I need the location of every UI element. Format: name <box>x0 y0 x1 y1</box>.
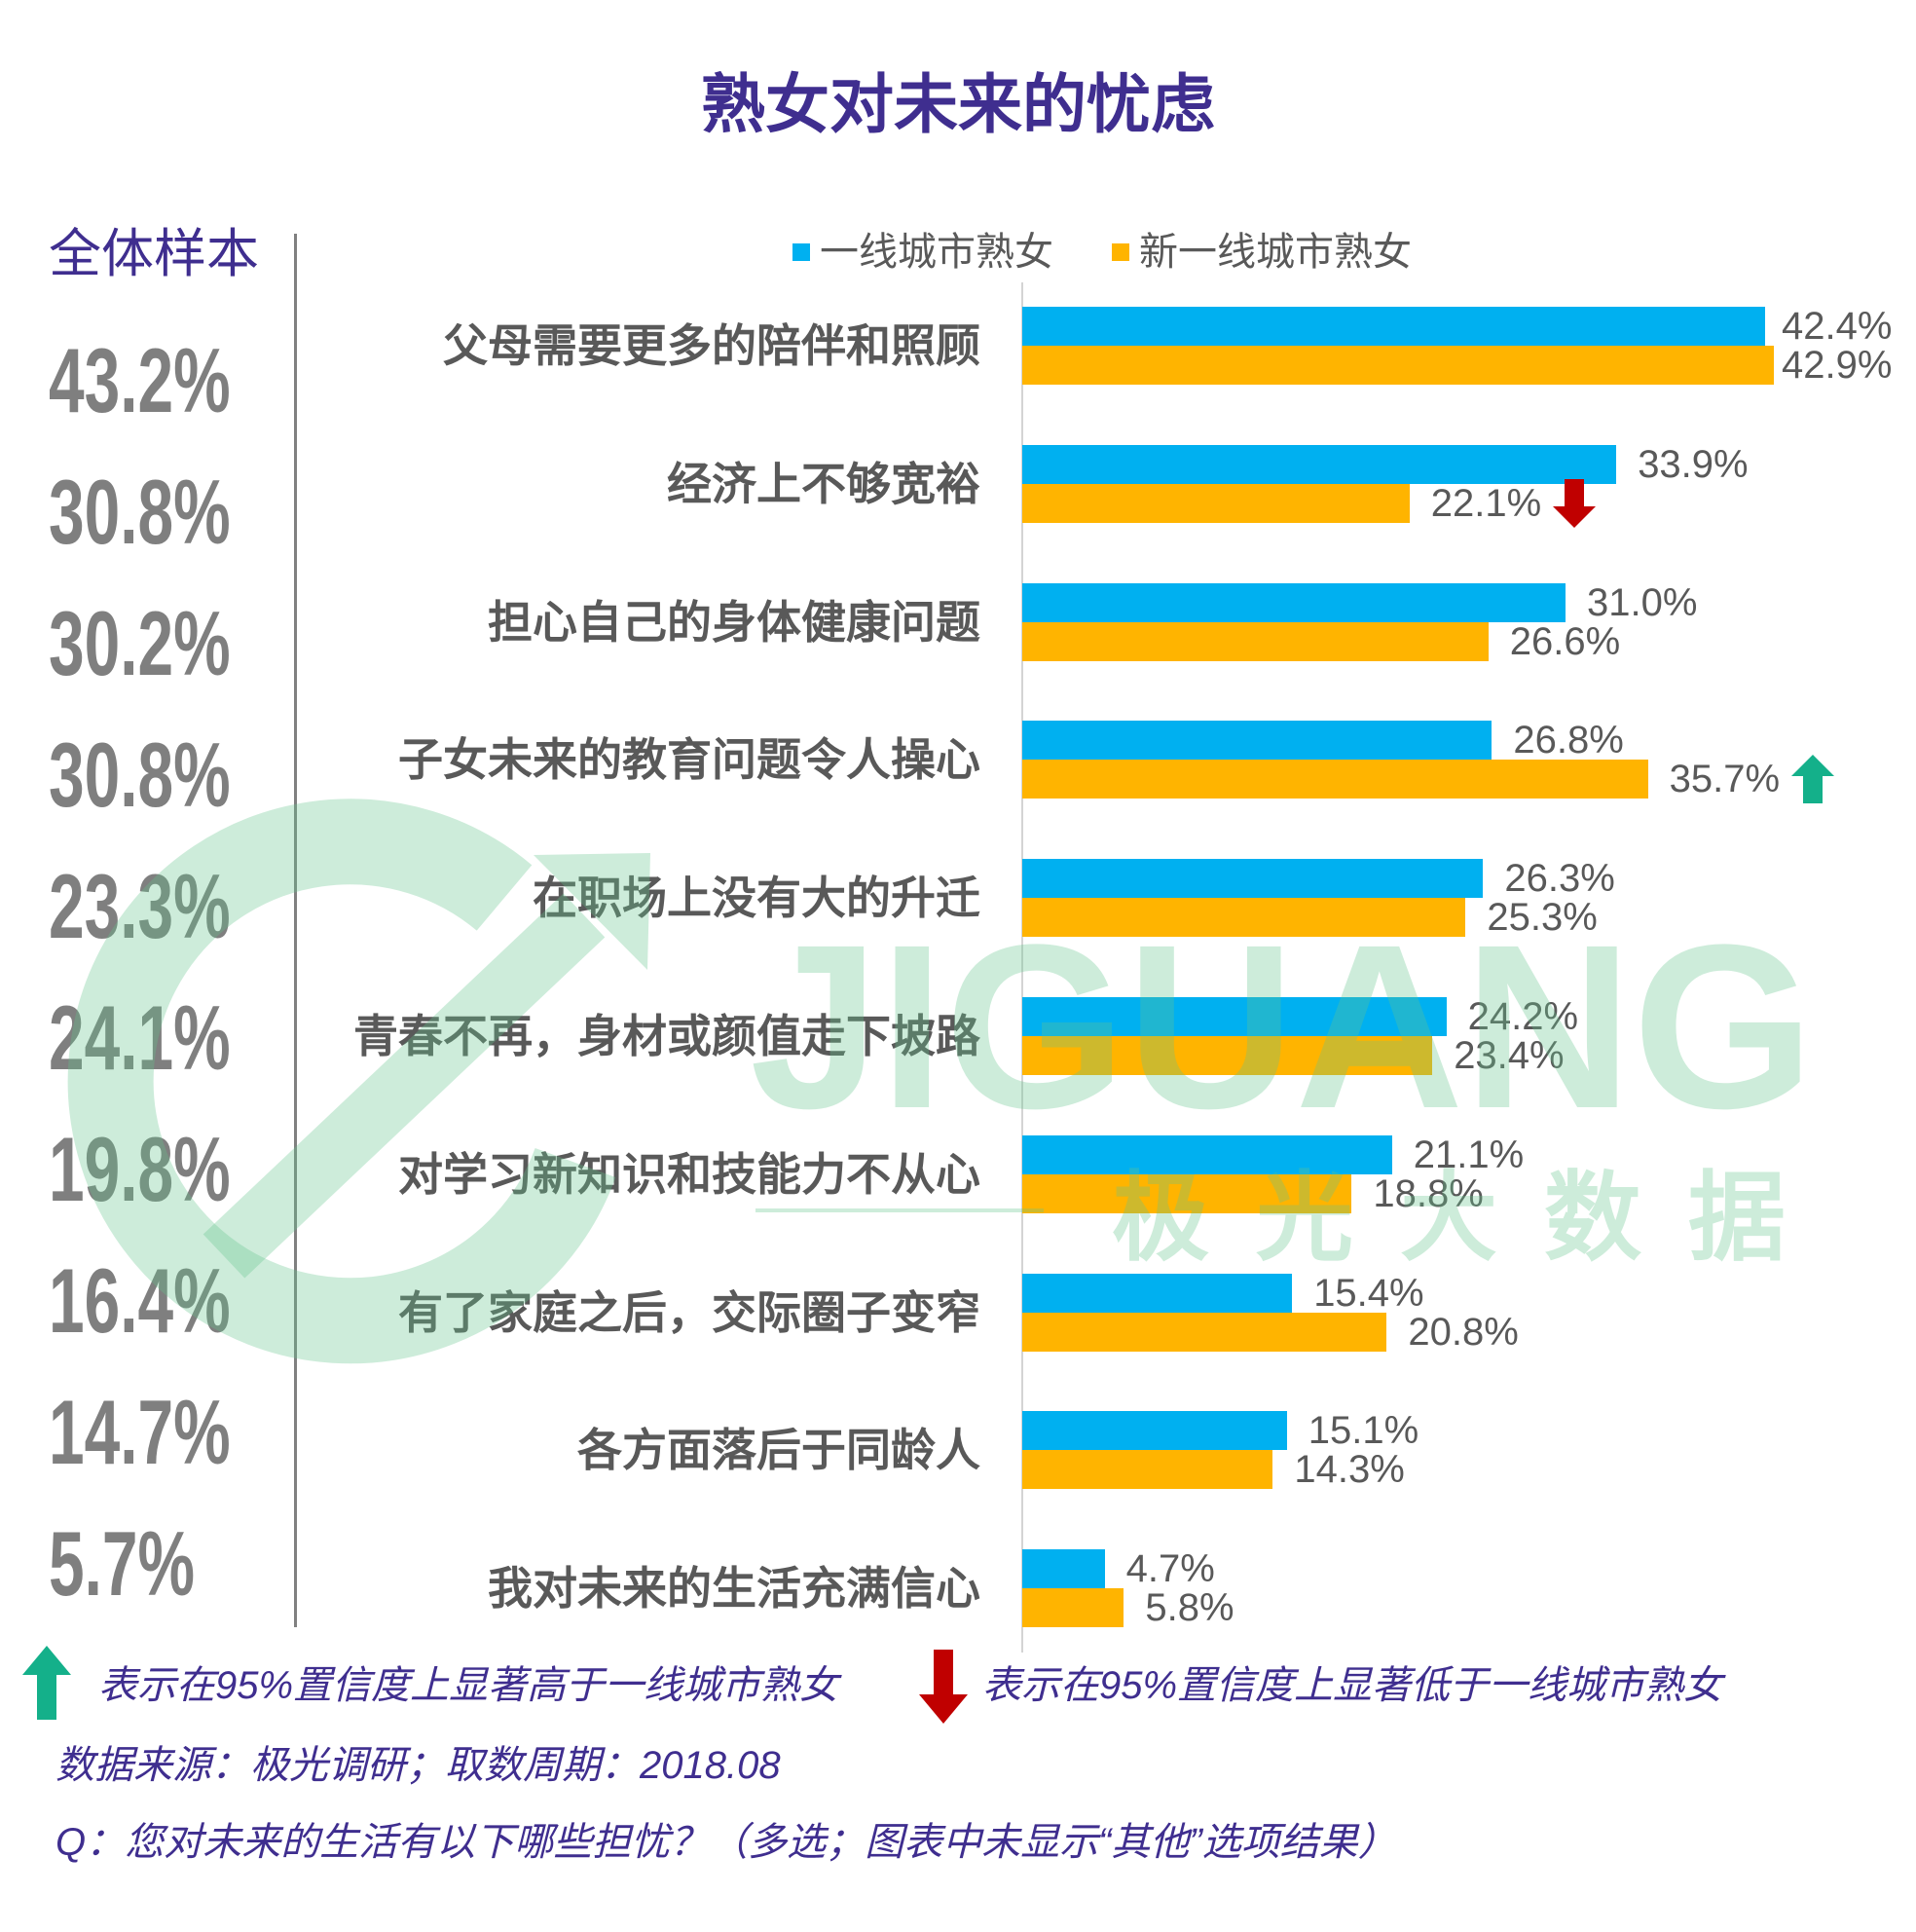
bar-new-tier1 <box>1022 898 1466 938</box>
value-label-new-tier1: 23.4% <box>1454 1034 1565 1077</box>
bar-new-tier1 <box>1022 346 1775 385</box>
category-label: 父母需要更多的陪伴和照顾 <box>443 320 980 371</box>
bar-new-tier1 <box>1022 1312 1387 1352</box>
category-label: 在职场上没有大的升迁 <box>533 873 980 924</box>
legend: 一线城市熟女 新一线城市熟女 <box>792 229 1412 276</box>
value-label-new-tier1: 22.1% <box>1430 481 1542 525</box>
overall-sample-value: 16.4% <box>49 1249 231 1352</box>
legend-item-new-tier1: 新一线城市熟女 <box>1112 229 1412 276</box>
overall-sample-value: 14.7% <box>49 1381 231 1483</box>
overall-sample-value: 43.2% <box>49 329 231 431</box>
bar-tier1 <box>1022 859 1484 899</box>
value-label-tier1: 24.2% <box>1467 995 1579 1038</box>
value-label-tier1: 26.8% <box>1513 719 1624 762</box>
data-source: 数据来源：极光调研；取数周期：2018.08 <box>55 1744 781 1787</box>
value-label-new-tier1: 35.7% <box>1669 758 1781 801</box>
legend-item-tier1: 一线城市熟女 <box>792 229 1053 276</box>
value-label-new-tier1: 42.9% <box>1782 344 1893 387</box>
overall-sample-value: 24.1% <box>49 986 231 1089</box>
overall-sample-value: 30.8% <box>49 461 231 563</box>
bar-tier1 <box>1022 721 1492 761</box>
significance-higher-note: 表示在95%置信度上显著高于一线城市熟女 <box>98 1664 839 1707</box>
legend-swatch-new-tier1 <box>1112 243 1129 261</box>
bar-tier1 <box>1022 1134 1392 1174</box>
bar-tier1 <box>1022 582 1566 622</box>
bar-new-tier1 <box>1022 621 1489 661</box>
value-label-tier1: 15.4% <box>1313 1271 1424 1315</box>
significance-down-arrow-icon <box>1552 478 1596 528</box>
value-label-new-tier1: 5.8% <box>1145 1586 1234 1630</box>
chart-title: 熟女对未来的忧虑 <box>701 68 1215 140</box>
value-label-new-tier1: 14.3% <box>1294 1448 1405 1492</box>
bar-new-tier1 <box>1022 483 1410 523</box>
category-label: 各方面落后于同龄人 <box>577 1425 980 1476</box>
value-label-tier1: 4.7% <box>1125 1547 1215 1591</box>
value-label-tier1: 33.9% <box>1638 442 1749 486</box>
bar-new-tier1 <box>1022 1036 1433 1075</box>
value-label-new-tier1: 25.3% <box>1487 896 1598 940</box>
category-label: 担心自己的身体健康问题 <box>488 596 980 648</box>
value-label-new-tier1: 20.8% <box>1408 1310 1519 1354</box>
category-label: 青春不再，身材或颜值走下坡路 <box>353 1011 980 1061</box>
overall-sample-value: 30.2% <box>49 592 231 694</box>
value-label-tier1: 21.1% <box>1413 1133 1525 1176</box>
legend-label-tier1: 一线城市熟女 <box>820 231 1053 274</box>
overall-sample-value: 5.7% <box>49 1512 195 1615</box>
value-label-new-tier1: 26.6% <box>1509 619 1621 663</box>
bar-new-tier1 <box>1022 760 1648 799</box>
bar-tier1 <box>1022 1411 1287 1451</box>
survey-question: Q：您对未来的生活有以下哪些担忧？（多选；图表中未显示“其他”选项结果） <box>55 1821 1397 1864</box>
overall-column-divider <box>294 234 297 1627</box>
bar-tier1 <box>1022 444 1617 484</box>
bar-new-tier1 <box>1022 1173 1352 1213</box>
up-arrow-icon <box>22 1646 71 1720</box>
overall-sample-header: 全体样本 <box>49 225 259 283</box>
down-arrow-icon <box>919 1650 968 1724</box>
significance-lower-note: 表示在95%置信度上显著低于一线城市熟女 <box>982 1664 1723 1707</box>
significance-up-arrow-icon <box>1790 755 1834 804</box>
category-label: 经济上不够宽裕 <box>667 458 980 509</box>
bar-new-tier1 <box>1022 1450 1273 1490</box>
bar-tier1 <box>1022 997 1447 1036</box>
overall-sample-value: 19.8% <box>49 1118 231 1220</box>
overall-sample-value: 23.3% <box>49 855 231 957</box>
category-label: 我对未来的生活充满信心 <box>488 1563 980 1615</box>
legend-swatch-tier1 <box>792 243 810 261</box>
value-label-tier1: 42.4% <box>1782 305 1893 348</box>
category-label: 有了家庭之后，交际圈子变窄 <box>398 1286 980 1338</box>
category-label: 对学习新知识和技能力不从心 <box>398 1148 980 1200</box>
value-label-tier1: 15.1% <box>1308 1409 1419 1453</box>
value-label-new-tier1: 18.8% <box>1373 1171 1484 1215</box>
bar-tier1 <box>1022 1549 1105 1589</box>
bar-tier1 <box>1022 1273 1293 1313</box>
value-axis-line <box>1021 282 1023 1653</box>
legend-label-new-tier1: 新一线城市熟女 <box>1139 231 1412 274</box>
value-label-tier1: 26.3% <box>1504 857 1615 901</box>
bar-new-tier1 <box>1022 1588 1124 1628</box>
watermark-logo-arrow <box>203 893 606 1279</box>
overall-sample-value: 30.8% <box>49 724 231 826</box>
value-label-tier1: 31.0% <box>1587 580 1698 624</box>
bar-tier1 <box>1022 307 1766 346</box>
category-label: 子女未来的教育问题令人操心 <box>398 734 980 786</box>
